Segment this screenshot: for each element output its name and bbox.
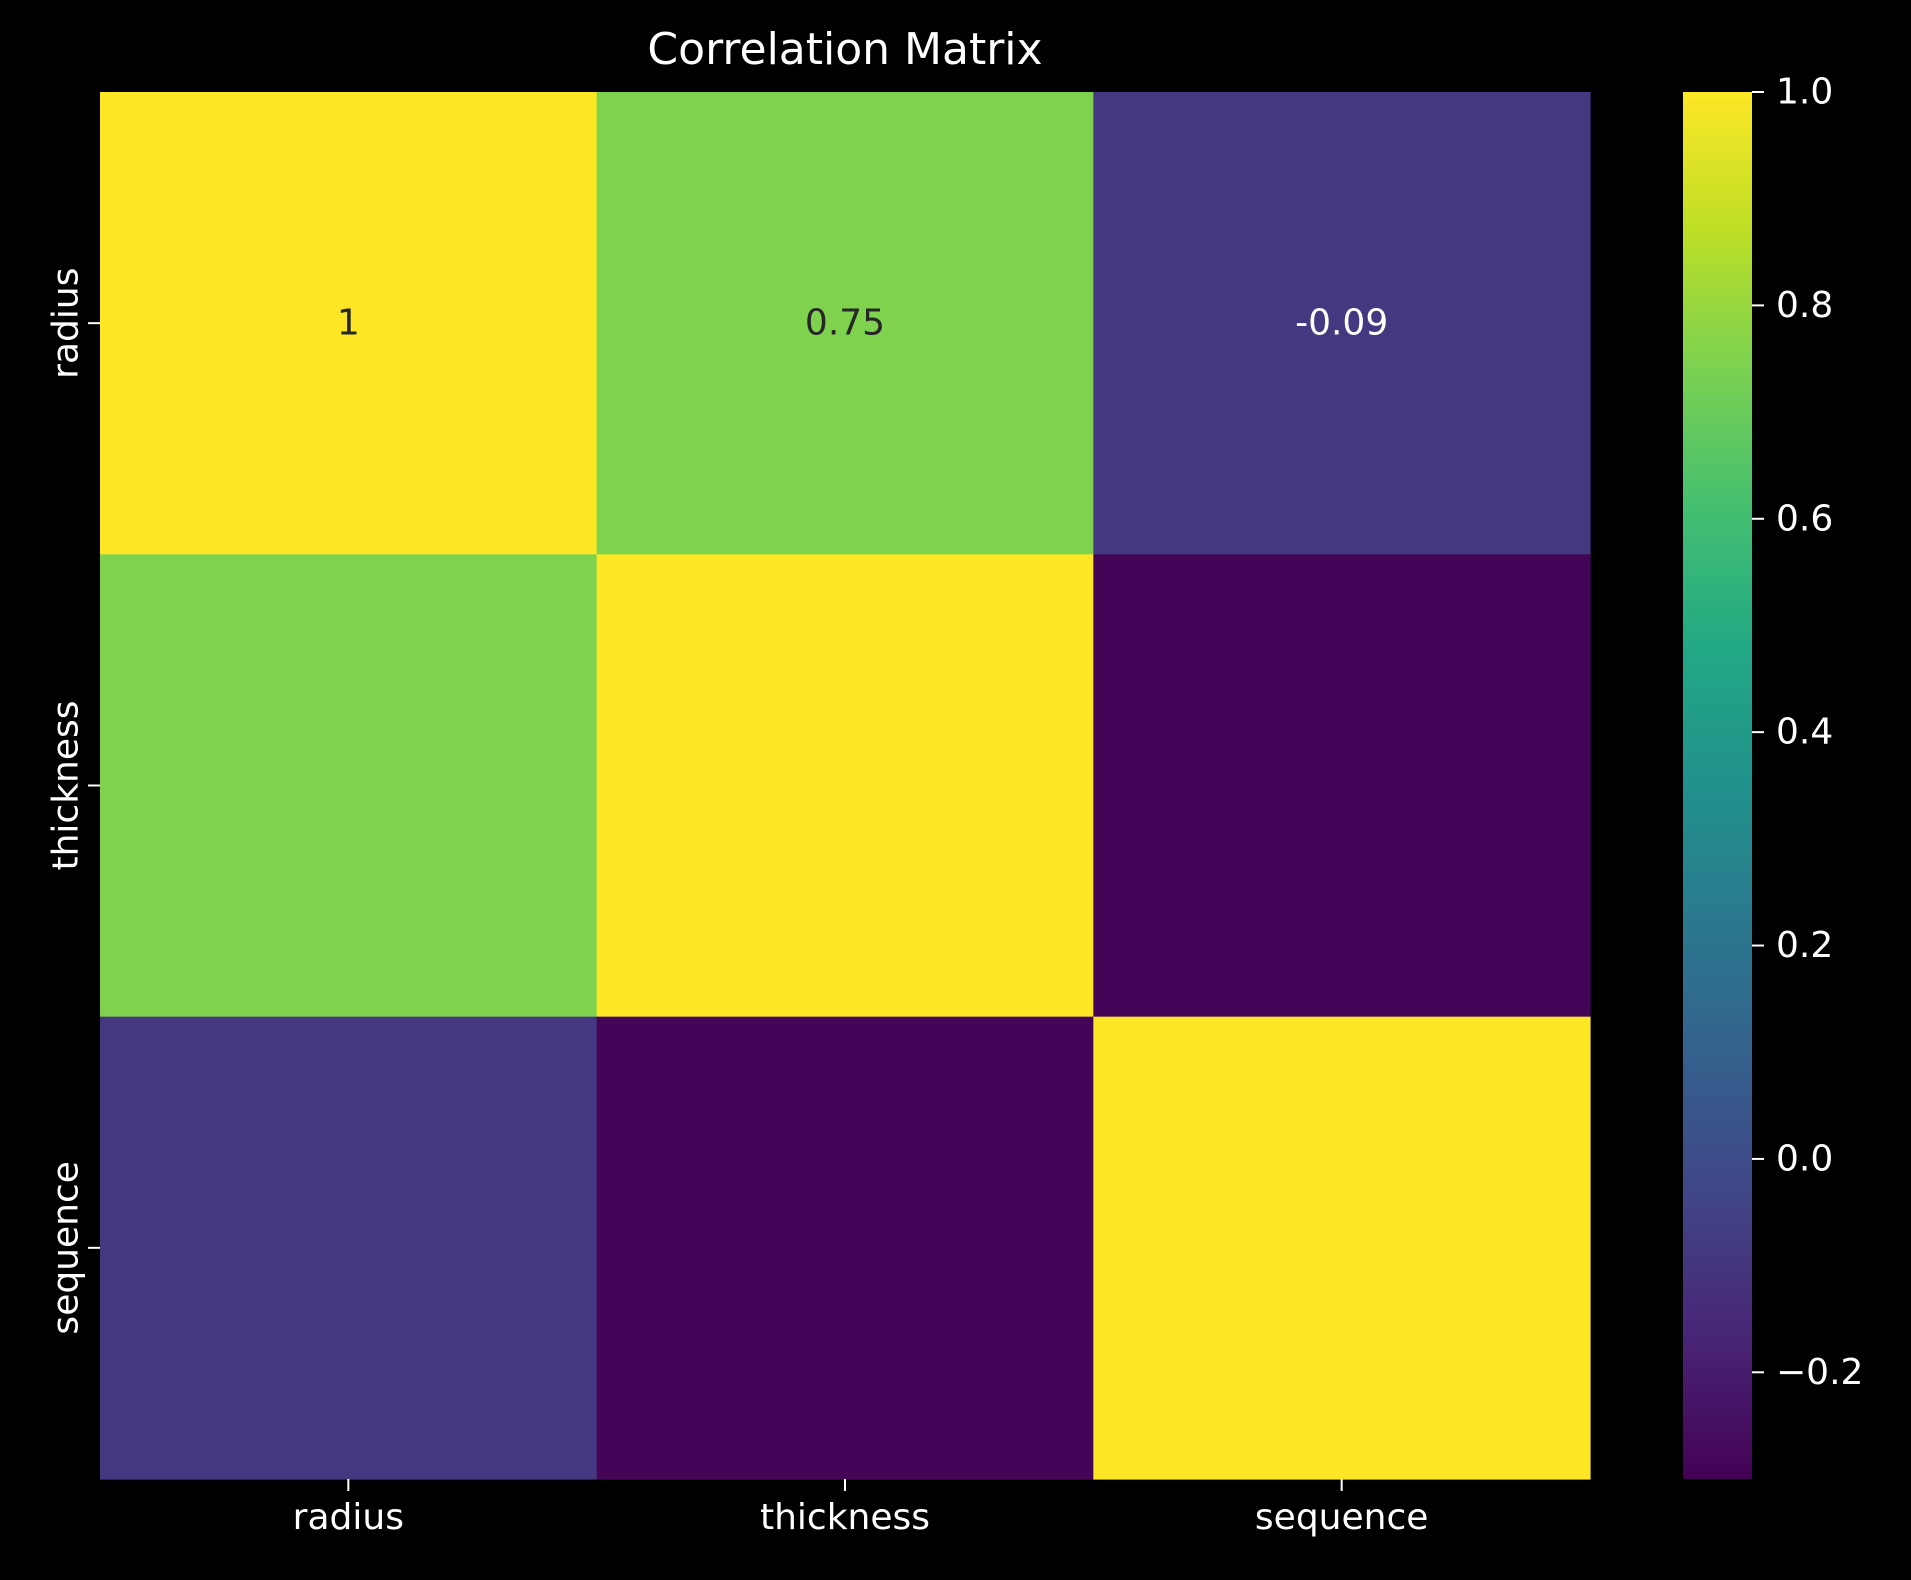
heatmap-cell-thickness-sequence (1093, 554, 1591, 1018)
cell-annotations: 1 0.75 -0.09 (337, 303, 1388, 344)
colorbar-tick-label: 0.2 (1776, 925, 1833, 966)
colorbar-tick-label: −0.2 (1776, 1352, 1863, 1393)
cell-annotation: 1 (337, 303, 360, 344)
y-tick-label: radius (46, 268, 87, 379)
x-axis: radius thickness sequence (293, 1479, 1428, 1538)
heatmap-cell-thickness-radius (100, 554, 598, 1018)
heatmap-cells (100, 92, 1591, 1480)
heatmap-cell-sequence-thickness (596, 1016, 1094, 1480)
heatmap-cell-sequence-radius (100, 1016, 598, 1480)
colorbar-tick-label: 1.0 (1776, 72, 1833, 113)
x-tick-label: radius (293, 1497, 404, 1538)
cell-annotation: 0.75 (805, 303, 885, 344)
x-tick-label: sequence (1255, 1497, 1428, 1538)
colorbar: −0.2 0.0 0.2 0.4 0.6 0.8 1.0 (1683, 72, 1863, 1479)
heatmap-cell-radius-radius (100, 92, 598, 555)
colorbar-tick-label: 0.0 (1776, 1138, 1833, 1179)
x-tick-label: thickness (760, 1497, 930, 1538)
heatmap-cell-thickness-thickness (596, 554, 1094, 1018)
colorbar-gradient (1683, 92, 1752, 1479)
colorbar-tick-label: 0.6 (1776, 498, 1833, 539)
colorbar-tick-label: 0.8 (1776, 285, 1833, 326)
y-axis: radius thickness sequence (46, 268, 100, 1335)
y-tick-label: sequence (46, 1161, 87, 1334)
colorbar-tick-label: 0.4 (1776, 712, 1833, 753)
cell-annotation: -0.09 (1295, 303, 1388, 344)
chart-title: Correlation Matrix (647, 24, 1042, 75)
heatmap-cell-sequence-sequence (1093, 1016, 1591, 1480)
heatmap-cell-radius-sequence (1093, 92, 1591, 555)
y-tick-label: thickness (46, 700, 87, 870)
heatmap-cell-radius-thickness (596, 92, 1094, 555)
